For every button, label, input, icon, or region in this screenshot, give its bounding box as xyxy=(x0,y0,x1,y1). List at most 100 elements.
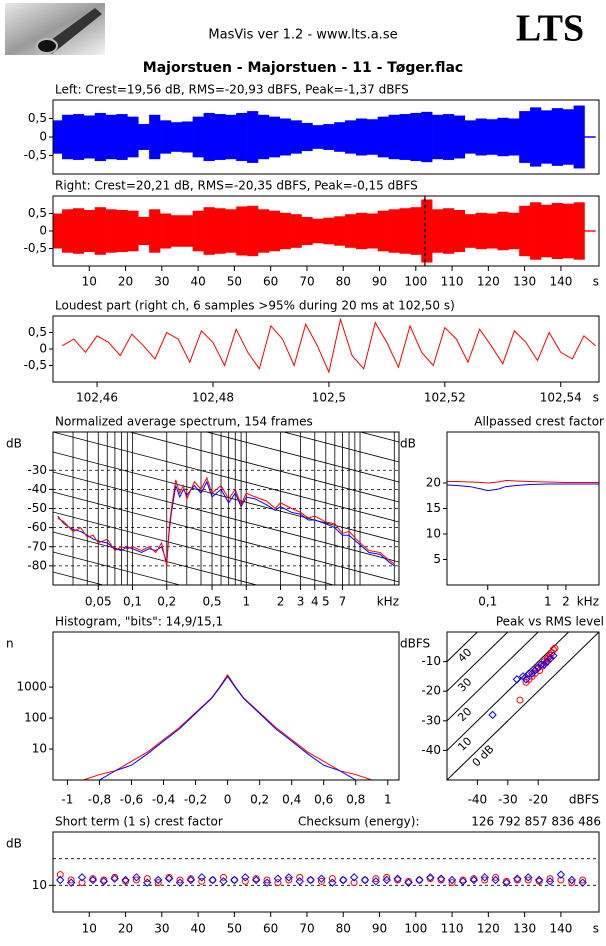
waveform-envelope xyxy=(399,114,411,160)
point xyxy=(567,875,576,885)
x-tick-label: 60 xyxy=(263,922,278,936)
point xyxy=(469,875,479,885)
waveform-envelope xyxy=(62,114,74,160)
x-tick-label: 20 xyxy=(118,275,133,289)
point xyxy=(372,875,380,883)
point xyxy=(56,875,65,885)
y-tick-label: 0,5 xyxy=(28,111,47,125)
point xyxy=(252,875,260,883)
reference-slope xyxy=(53,692,399,782)
y-tick-label: 0,5 xyxy=(28,206,47,220)
y-tick-label: -0,5 xyxy=(24,358,47,372)
point xyxy=(186,875,196,885)
waveform-envelope xyxy=(127,116,139,158)
waveform-envelope xyxy=(366,213,378,249)
waveform-envelope xyxy=(334,216,346,246)
crest-line xyxy=(447,632,509,692)
point xyxy=(578,878,587,887)
point xyxy=(426,875,434,883)
waveform-envelope xyxy=(149,114,161,160)
point xyxy=(426,873,435,882)
y-tick-label: -80 xyxy=(27,558,47,572)
waveform-envelope xyxy=(236,112,248,162)
plot-area xyxy=(59,673,396,780)
point xyxy=(513,874,522,883)
x-tick-label: 2 xyxy=(562,595,570,609)
plot-frame xyxy=(52,315,600,383)
point xyxy=(143,878,152,887)
point xyxy=(339,875,348,885)
waveform-envelope xyxy=(519,205,531,257)
point xyxy=(284,873,294,882)
panel-title: Loudest part (right ch, 6 samples >95% d… xyxy=(55,299,455,313)
point xyxy=(383,873,391,881)
y-tick-label: -30 xyxy=(421,713,441,727)
point xyxy=(154,875,163,885)
plot-area xyxy=(53,858,599,887)
crest-line-label: 0 dB xyxy=(470,743,497,770)
point xyxy=(393,874,402,883)
point xyxy=(371,877,381,886)
waveform-envelope xyxy=(53,213,63,249)
waveform-envelope xyxy=(345,120,357,154)
point xyxy=(285,876,293,884)
waveform-envelope xyxy=(62,209,74,253)
y-tick-label: -0,5 xyxy=(24,241,47,255)
x-tick-label: 90 xyxy=(372,275,387,289)
x-tick-label: 0,2 xyxy=(157,595,176,609)
point xyxy=(122,877,130,885)
y-tick-label: -40 xyxy=(421,743,441,757)
waveform-envelope xyxy=(290,214,302,248)
x-tick-label: 120 xyxy=(477,922,500,936)
point xyxy=(328,875,336,883)
point xyxy=(502,878,511,887)
point xyxy=(67,876,75,884)
point xyxy=(241,877,249,885)
x-axis-label: s xyxy=(593,391,599,405)
point xyxy=(481,876,489,884)
point xyxy=(350,879,358,887)
x-axis-label: s xyxy=(593,922,599,936)
crest-line xyxy=(447,632,539,722)
x-tick-label: 130 xyxy=(513,275,536,289)
waveform-envelope xyxy=(138,124,150,150)
waveform-envelope xyxy=(236,206,248,256)
waveform-envelope xyxy=(83,210,96,252)
x-tick-label: 102,52 xyxy=(424,391,466,405)
point xyxy=(458,877,468,886)
brand: LTS xyxy=(516,8,584,50)
x-tick-label: 50 xyxy=(227,922,242,936)
point xyxy=(502,877,510,885)
waveform-envelope xyxy=(225,114,237,160)
data-line xyxy=(57,480,395,567)
point xyxy=(535,877,543,885)
waveform-envelope xyxy=(475,118,487,156)
y-tick-label: -20 xyxy=(421,684,441,698)
waveform-envelope xyxy=(323,217,335,245)
waveform-envelope xyxy=(573,202,585,260)
reference-slope xyxy=(53,312,399,402)
point xyxy=(251,875,261,885)
waveform-envelope xyxy=(301,217,313,245)
x-axis-label: kHz xyxy=(577,595,599,609)
point xyxy=(556,870,566,879)
waveform-envelope xyxy=(279,118,291,156)
reference-slope xyxy=(53,511,336,585)
data-line xyxy=(59,675,396,780)
app-name: MasVis ver 1.2 - www.lts.a.se xyxy=(208,28,397,43)
x-tick-label: 40 xyxy=(190,922,205,936)
y-tick-label: -70 xyxy=(27,539,47,553)
point xyxy=(540,660,549,669)
data-line xyxy=(62,317,596,374)
point xyxy=(165,873,173,881)
waveform-envelope xyxy=(127,210,139,252)
waveform-envelope xyxy=(453,115,466,159)
point xyxy=(77,873,87,882)
waveform-envelope xyxy=(497,211,509,251)
point xyxy=(220,873,228,881)
x-tick-label: 0,4 xyxy=(282,793,301,807)
point xyxy=(241,873,250,882)
waveform-envelope xyxy=(268,116,281,158)
x-tick-label: 140 xyxy=(549,275,572,289)
x-tick-label: 0,8 xyxy=(346,793,365,807)
